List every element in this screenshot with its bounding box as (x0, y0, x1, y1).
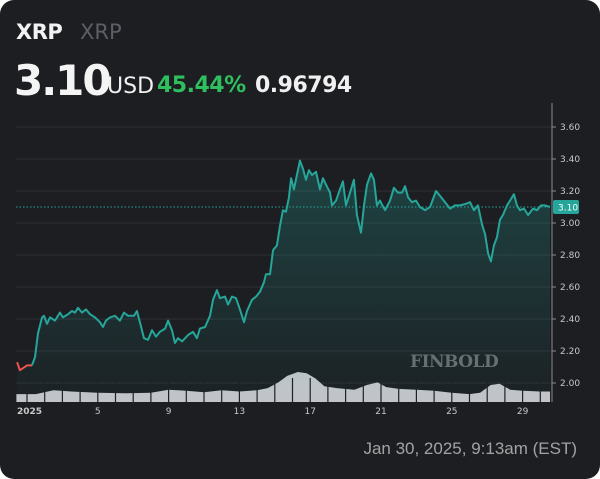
y-tick-label: 2.40 (560, 315, 580, 325)
currency-label: USD (107, 74, 155, 99)
last-price-tag (553, 200, 579, 214)
x-tick-label: 5 (95, 407, 101, 417)
y-tick-label: 3.20 (560, 187, 580, 197)
y-tick-label: 2.80 (560, 251, 580, 261)
x-tick-label: 25 (446, 407, 457, 417)
y-tick-label: 2.60 (560, 283, 580, 293)
y-tick-label: 2.20 (560, 347, 580, 357)
current-price: 3.10 (14, 56, 112, 105)
timestamp: Jan 30, 2025, 9:13am (EST) (363, 439, 577, 458)
y-tick-label: 3.00 (560, 219, 580, 229)
change-absolute: 0.96794 (255, 73, 352, 98)
x-tick-label: 2025 (17, 407, 42, 417)
asset-name: XRP (80, 20, 122, 44)
x-tick-label: 21 (375, 407, 386, 417)
y-tick-label: 3.40 (560, 155, 580, 165)
price-line-down-segment (16, 361, 32, 372)
x-tick-label: 29 (517, 407, 529, 417)
x-tick-label: 13 (234, 407, 245, 417)
x-tick-label: 9 (166, 407, 172, 417)
last-price-label: 3.10 (558, 204, 578, 214)
price-line (31, 159, 551, 366)
price-area-fill (17, 160, 551, 402)
y-tick-label: 3.60 (560, 123, 580, 133)
x-tick-label: 17 (304, 407, 315, 417)
change-percent: 45.44% (157, 73, 246, 98)
y-tick-label: 2.00 (560, 379, 580, 389)
symbol-ticker: XRP (16, 20, 63, 44)
